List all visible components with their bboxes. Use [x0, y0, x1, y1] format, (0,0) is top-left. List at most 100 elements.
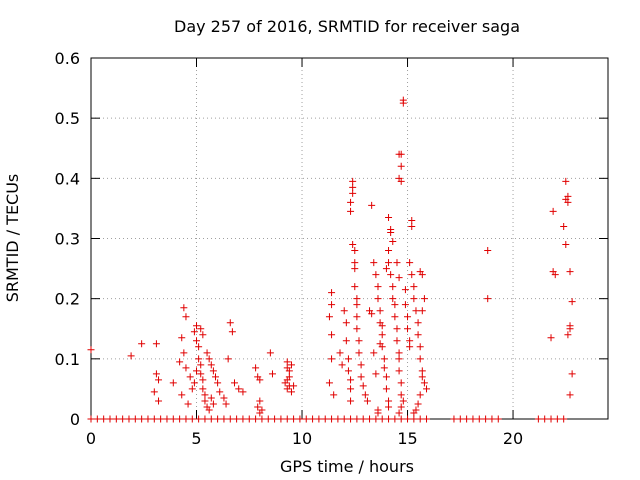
data-point [397, 150, 405, 158]
data-point [410, 415, 418, 423]
data-point [351, 259, 359, 267]
data-point [150, 415, 158, 423]
data-point [199, 331, 207, 339]
data-point [212, 373, 220, 381]
data-point [399, 99, 407, 107]
data-point [197, 370, 205, 378]
data-point [190, 328, 198, 336]
data-point [205, 355, 213, 363]
data-points [87, 96, 576, 423]
data-point [131, 415, 139, 423]
data-point [224, 355, 232, 363]
data-point [560, 415, 568, 423]
data-point [328, 301, 336, 309]
data-point [328, 415, 336, 423]
data-point [199, 385, 207, 393]
data-point [359, 382, 367, 390]
data-point [87, 415, 95, 423]
y-tick-label: 0.5 [55, 109, 80, 128]
data-point [418, 307, 426, 315]
data-point [382, 265, 390, 273]
data-point [380, 355, 388, 363]
data-point [410, 295, 418, 303]
data-point [328, 355, 336, 363]
data-point [321, 415, 329, 423]
data-point [385, 403, 393, 411]
data-point [176, 415, 184, 423]
data-point [184, 400, 192, 408]
data-point [534, 415, 542, 423]
data-point [344, 367, 352, 375]
data-point [475, 415, 483, 423]
data-point [157, 415, 165, 423]
data-point [222, 400, 230, 408]
data-point [283, 415, 291, 423]
data-point [397, 391, 405, 399]
data-point [235, 385, 243, 393]
data-point [366, 415, 374, 423]
data-point [193, 337, 201, 345]
data-point [372, 415, 380, 423]
data-point [374, 295, 382, 303]
data-point [359, 415, 367, 423]
data-point [190, 379, 198, 387]
data-point [566, 391, 574, 399]
data-point [406, 337, 414, 345]
data-point [347, 376, 355, 384]
data-point [414, 319, 422, 327]
data-point [568, 370, 576, 378]
data-point [376, 307, 384, 315]
data-point [378, 415, 386, 423]
data-point [389, 295, 397, 303]
data-point [387, 271, 395, 279]
data-point [408, 216, 416, 224]
data-point [357, 361, 365, 369]
data-point [342, 319, 350, 327]
data-point [216, 388, 224, 396]
x-tick-label: 5 [191, 429, 201, 448]
data-point [418, 373, 426, 381]
data-point [226, 415, 234, 423]
data-point [176, 358, 184, 366]
data-point [494, 415, 502, 423]
data-point [256, 376, 264, 384]
x-tick-label: 0 [86, 429, 96, 448]
data-point [163, 415, 171, 423]
data-point [138, 415, 146, 423]
data-point [566, 268, 574, 276]
data-point [325, 379, 333, 387]
data-point [207, 394, 215, 402]
data-point [205, 406, 213, 414]
data-point [399, 397, 407, 405]
y-tick-label: 0.1 [55, 350, 80, 369]
data-point [180, 349, 188, 357]
data-point [347, 198, 355, 206]
data-point [182, 364, 190, 372]
data-point [361, 391, 369, 399]
data-point [271, 415, 279, 423]
data-point [382, 385, 390, 393]
y-tick-label: 0.2 [55, 290, 80, 309]
x-axis-label: GPS time / hours [280, 457, 414, 476]
data-point [315, 415, 323, 423]
data-point [349, 241, 357, 249]
data-point [197, 361, 205, 369]
data-point [290, 382, 298, 390]
data-point [182, 415, 190, 423]
data-point [370, 349, 378, 357]
data-point [393, 337, 401, 345]
data-point [553, 415, 561, 423]
data-point [395, 349, 403, 357]
data-point [368, 201, 376, 209]
data-point [264, 415, 272, 423]
data-point [370, 259, 378, 267]
data-point [245, 415, 253, 423]
data-point [351, 265, 359, 273]
data-point [374, 283, 382, 291]
data-point [395, 355, 403, 363]
data-point [376, 340, 384, 348]
grid-lines [91, 58, 608, 419]
data-point [193, 322, 201, 330]
data-point [195, 355, 203, 363]
data-point [336, 349, 344, 357]
